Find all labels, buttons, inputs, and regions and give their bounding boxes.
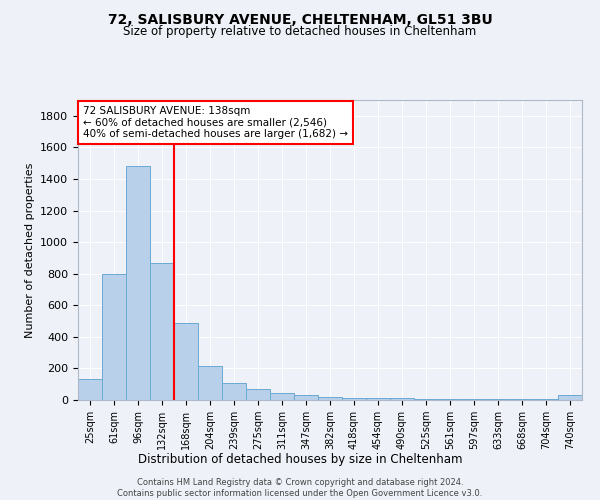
Bar <box>198 366 222 400</box>
Bar <box>486 399 510 400</box>
Text: 72 SALISBURY AVENUE: 138sqm
← 60% of detached houses are smaller (2,546)
40% of : 72 SALISBURY AVENUE: 138sqm ← 60% of det… <box>83 106 348 139</box>
Bar <box>222 384 246 400</box>
Bar <box>102 274 126 400</box>
Bar <box>342 398 366 400</box>
Y-axis label: Number of detached properties: Number of detached properties <box>25 162 35 338</box>
Bar <box>366 398 390 400</box>
Bar <box>78 380 102 400</box>
Bar <box>174 322 198 400</box>
Bar <box>414 398 438 400</box>
Bar <box>438 399 462 400</box>
Text: 72, SALISBURY AVENUE, CHELTENHAM, GL51 3BU: 72, SALISBURY AVENUE, CHELTENHAM, GL51 3… <box>107 12 493 26</box>
Bar <box>558 396 582 400</box>
Bar <box>318 397 342 400</box>
Bar <box>246 389 270 400</box>
Bar <box>126 166 150 400</box>
Text: Size of property relative to detached houses in Cheltenham: Size of property relative to detached ho… <box>124 25 476 38</box>
Bar <box>294 396 318 400</box>
Text: Contains HM Land Registry data © Crown copyright and database right 2024.
Contai: Contains HM Land Registry data © Crown c… <box>118 478 482 498</box>
Bar <box>150 262 174 400</box>
Bar <box>390 398 414 400</box>
Bar <box>462 399 486 400</box>
Bar <box>270 393 294 400</box>
Text: Distribution of detached houses by size in Cheltenham: Distribution of detached houses by size … <box>138 452 462 466</box>
